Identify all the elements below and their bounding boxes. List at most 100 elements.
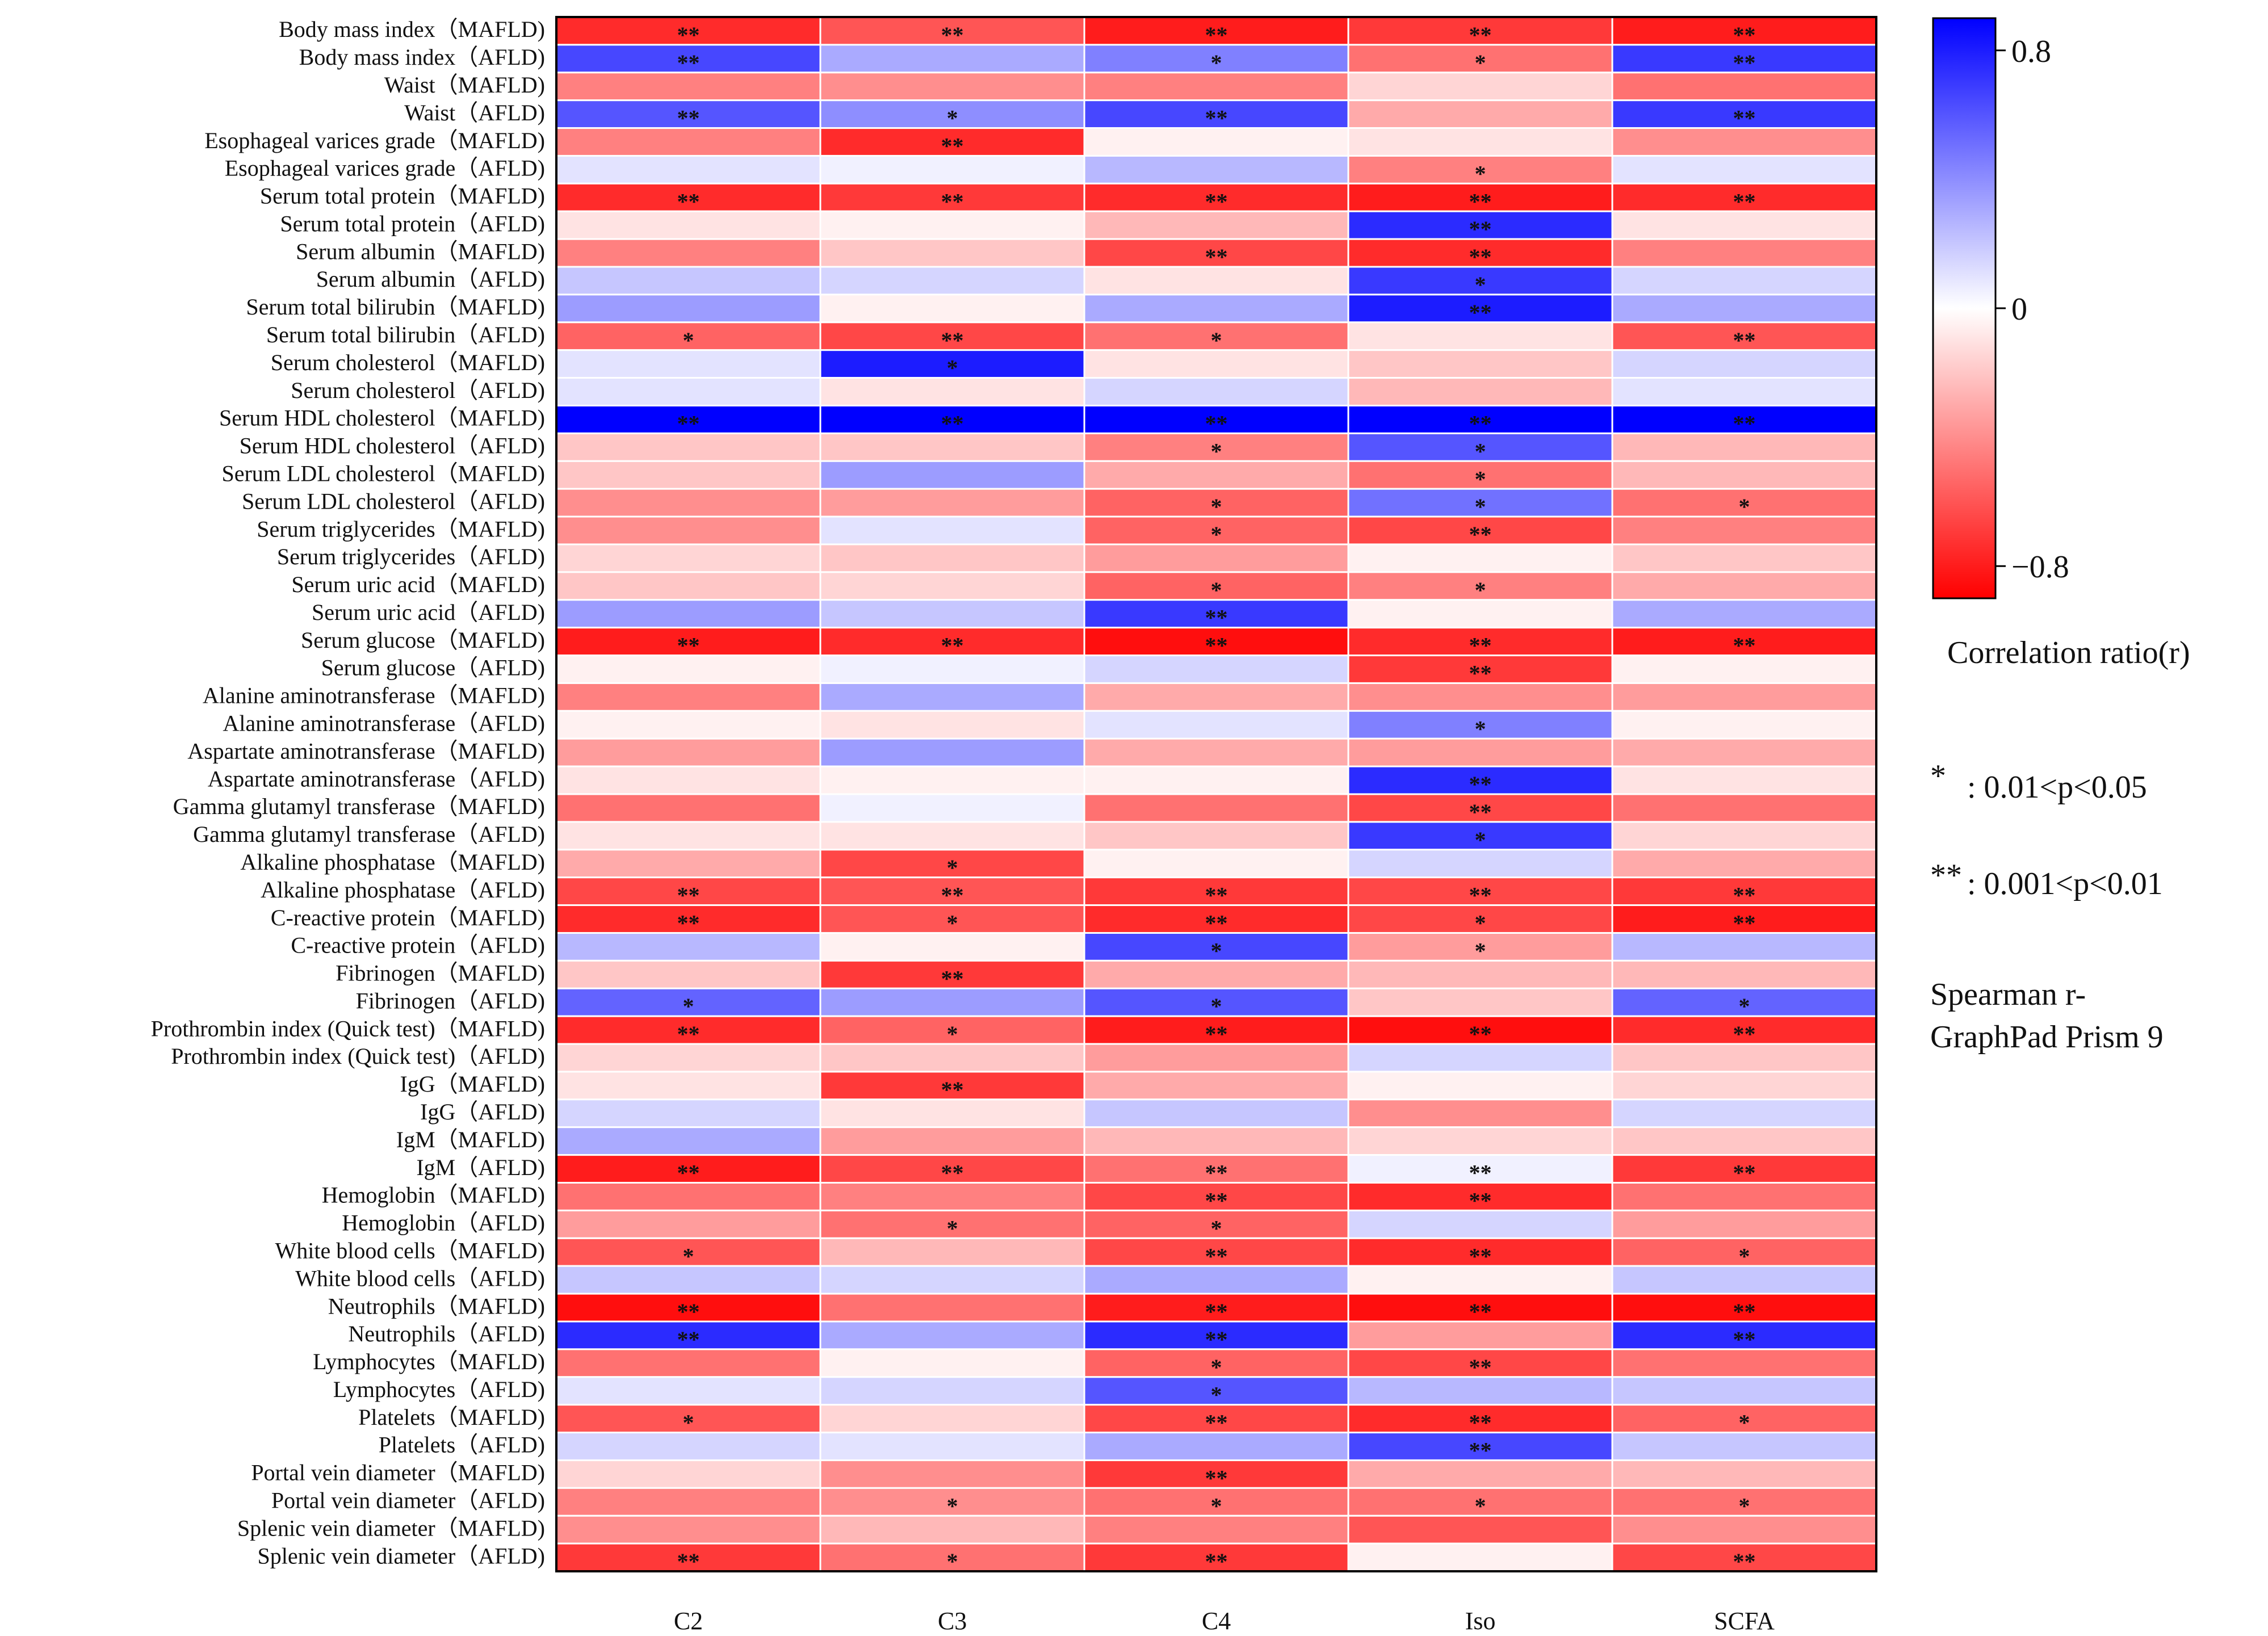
heatmap-cell [555, 1015, 821, 1045]
heatmap-cell [819, 1015, 1085, 1045]
heatmap-cell [1083, 571, 1349, 601]
column-label: Iso [1465, 1607, 1496, 1635]
significance-star: * [947, 106, 958, 131]
heatmap-cell [1611, 821, 1877, 851]
heatmap-cell [1347, 1209, 1613, 1239]
heatmap-cell [1347, 349, 1613, 379]
heatmap-cell [819, 1043, 1085, 1073]
heatmap-cell [819, 737, 1085, 767]
significance-star: * [947, 1549, 958, 1574]
row-label: Serum LDL cholesterol（MAFLD) [221, 460, 545, 486]
heatmap-cell [555, 543, 821, 573]
row-label: Serum albumin（AFLD) [316, 266, 545, 292]
heatmap-cell [1611, 710, 1877, 740]
heatmap-cell [1083, 959, 1349, 989]
heatmap-cell [819, 1265, 1085, 1295]
heatmap-cell [1611, 99, 1877, 129]
heatmap-cell [555, 682, 821, 712]
row-label: Waist（MAFLD) [384, 72, 545, 98]
significance-star: ** [1205, 188, 1228, 214]
column-labels: C2 C3 C4 Iso SCFA [674, 1607, 1775, 1635]
heatmap-cell [819, 1404, 1085, 1434]
heatmap-cell [555, 765, 821, 795]
heatmap-cell [1347, 959, 1613, 989]
heatmap-cell [819, 599, 1085, 629]
row-label: Body mass index（MAFLD) [279, 16, 545, 42]
row-label: Esophageal varices grade（MAFLD) [204, 128, 545, 153]
significance-star: * [947, 1493, 958, 1518]
heatmap-cell [819, 1320, 1085, 1350]
heatmap-cell [555, 1432, 821, 1461]
heatmap-cell [1347, 405, 1613, 434]
heatmap-cell [555, 460, 821, 490]
significance-star: ** [1733, 410, 1756, 436]
heatmap-cell [819, 1376, 1085, 1406]
significance-star: * [1739, 1243, 1750, 1269]
heatmap-cell [819, 432, 1085, 462]
heatmap-cell [1083, 44, 1349, 74]
heatmap-cell [1611, 127, 1877, 157]
plot-frame [555, 16, 1877, 1572]
heatmap-cell [1083, 349, 1349, 379]
heatmap-cell [1083, 1209, 1349, 1239]
row-label: Aspartate aminotransferase（MAFLD) [187, 738, 545, 764]
significance-star: ** [1205, 633, 1228, 658]
heatmap-cell [555, 1376, 821, 1406]
heatmap-cell [555, 1071, 821, 1101]
significance-star: ** [1205, 1021, 1228, 1047]
row-label: Neutrophils（AFLD) [348, 1321, 545, 1346]
heatmap-cell [555, 1043, 821, 1073]
heatmap-cell [1347, 1320, 1613, 1350]
heatmap-cell [1347, 599, 1613, 629]
significance-star: ** [1469, 883, 1492, 908]
significance-star: * [1211, 577, 1222, 603]
heatmap-cell [1611, 1182, 1877, 1211]
heatmap-cell [1347, 849, 1613, 879]
heatmap-cell [1347, 99, 1613, 129]
heatmap-cell [1083, 1043, 1349, 1073]
heatmap-cell [555, 1154, 821, 1184]
row-label: Fibrinogen（AFLD) [356, 988, 545, 1013]
significance-star: ** [941, 966, 964, 991]
heatmap-cell [1347, 1376, 1613, 1406]
heatmap-cell [555, 932, 821, 962]
significance-star: ** [1469, 1243, 1492, 1269]
significance-star: ** [1469, 410, 1492, 436]
heatmap-cell [1347, 1098, 1613, 1129]
significance-star: * [1211, 1354, 1222, 1380]
heatmap-cell [1083, 737, 1349, 767]
heatmap-cell [819, 210, 1085, 240]
heatmap-cell [1611, 210, 1877, 240]
heatmap-cell [819, 987, 1085, 1017]
colorbar-ticks: 0.8 0 −0.8 [1995, 34, 2069, 585]
heatmap-cell [819, 1209, 1085, 1239]
heatmap-cell [819, 127, 1085, 157]
significance-star: ** [677, 22, 700, 48]
significance-star: ** [1205, 1299, 1228, 1324]
row-label: IgM（AFLD) [416, 1155, 545, 1180]
significance-star: * [1475, 494, 1486, 519]
significance-star: * [1211, 50, 1222, 75]
heatmap-cell [819, 99, 1085, 129]
heatmap-cell [1611, 627, 1877, 657]
heatmap-cell [1083, 821, 1349, 851]
significance-star: ** [1733, 1549, 1756, 1574]
heatmap-cell [1083, 72, 1349, 102]
row-label: IgG（AFLD) [420, 1099, 545, 1125]
row-label: C-reactive protein（MAFLD) [271, 905, 545, 930]
heatmap-cell [819, 1293, 1085, 1323]
heatmap-cell [1083, 154, 1349, 184]
row-label: Alanine aminotransferase（MAFLD) [203, 683, 545, 708]
colorbar-gradient [1932, 17, 1997, 599]
heatmap-cell [819, 821, 1085, 851]
heatmap-cell [1611, 1071, 1877, 1101]
heatmap-cell [1083, 1515, 1349, 1545]
heatmap-cell [819, 543, 1085, 573]
heatmap-cell [819, 655, 1085, 684]
significance-star: * [947, 355, 958, 381]
heatmap-cell [819, 377, 1085, 406]
significance-star: ** [1205, 911, 1228, 936]
heatmap-cell [819, 932, 1085, 962]
heatmap-cell [555, 1515, 821, 1545]
